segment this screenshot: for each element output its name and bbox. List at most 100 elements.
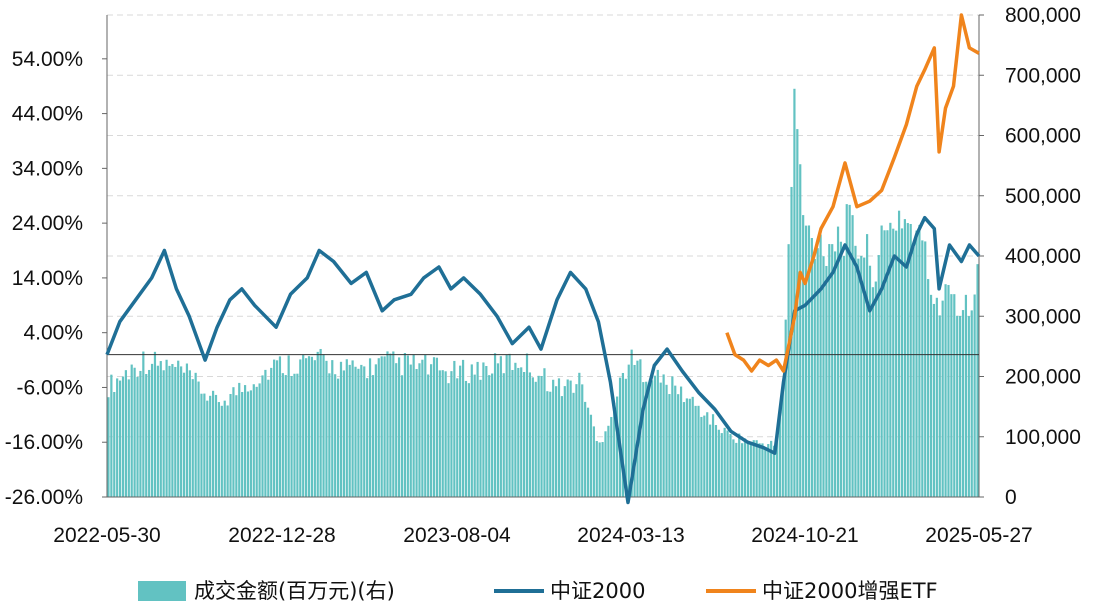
volume-bar: [656, 369, 659, 497]
volume-bar: [918, 224, 921, 497]
right-tick-label: 200,000: [1005, 366, 1081, 389]
volume-bar: [842, 255, 845, 497]
volume-bar: [924, 241, 927, 497]
volume-bar: [950, 294, 953, 497]
volume-bar: [714, 425, 718, 497]
volume-bar: [133, 367, 136, 497]
volume-bar: [302, 354, 305, 497]
volume-bar: [491, 373, 494, 497]
volume-bar: [592, 426, 595, 497]
volume-bar: [165, 359, 168, 497]
volume-bar: [307, 356, 311, 497]
volume-bar: [610, 417, 613, 497]
volume-bar: [839, 241, 843, 497]
x-tick-label: 2024-10-21: [751, 524, 858, 547]
volume-bar: [607, 425, 610, 497]
volume-bar: [124, 370, 127, 497]
volume-bar: [197, 381, 200, 497]
volume-bar: [267, 379, 270, 497]
volume-bar: [647, 383, 651, 497]
volume-bar: [746, 442, 750, 497]
volume-bar: [645, 381, 648, 497]
volume-bar: [305, 358, 308, 497]
x-tick-label: 2022-05-30: [53, 524, 160, 547]
volume-bar: [621, 372, 625, 497]
volume-bar: [749, 441, 752, 497]
volume-bar: [525, 353, 529, 497]
volume-bar: [764, 448, 767, 497]
volume-bar: [145, 374, 148, 497]
volume-bars: [107, 88, 979, 498]
x-tick-label: 2022-12-28: [228, 524, 335, 547]
volume-bar: [336, 378, 340, 497]
volume-bar: [217, 402, 221, 497]
volume-bar: [438, 370, 441, 497]
volume-bar: [584, 401, 587, 497]
volume-bar: [729, 434, 732, 497]
volume-bar: [633, 364, 636, 497]
volume-bar: [444, 371, 447, 497]
volume-bar: [927, 279, 930, 497]
volume-bar: [778, 412, 781, 497]
volume-bar: [563, 386, 566, 497]
volume-bar: [854, 245, 857, 497]
volume-bar: [334, 374, 337, 497]
volume-bar: [897, 210, 901, 497]
volume-bar: [348, 364, 351, 497]
volume-bar: [386, 351, 389, 497]
volume-bar: [406, 355, 409, 497]
volume-bar: [738, 433, 741, 497]
volume-bar: [959, 315, 962, 497]
volume-bar: [781, 388, 784, 497]
volume-bar: [653, 375, 657, 497]
volume-bar: [514, 362, 517, 497]
volume-bar: [116, 378, 119, 497]
volume-bar: [566, 379, 569, 497]
tick-labels: -26.00% -16.00% -6.00% 4.00% 14.00% 24.00% 34.…: [5, 4, 1081, 547]
volume-bar: [575, 384, 578, 497]
volume-bar: [331, 360, 334, 497]
volume-bar: [461, 359, 465, 497]
right-tick-label: 400,000: [1005, 245, 1081, 268]
volume-bar: [685, 398, 688, 497]
volume-bar: [118, 380, 122, 497]
volume-bar: [363, 366, 366, 497]
volume-bar: [770, 440, 773, 497]
volume-bar: [627, 364, 630, 497]
volume-bar: [214, 394, 218, 497]
volume-bar: [787, 244, 790, 497]
volume-bar: [845, 204, 848, 497]
volume-bar: [162, 370, 165, 497]
volume-bar: [900, 228, 904, 497]
volume-bar: [630, 349, 633, 497]
volume-bar: [732, 439, 735, 497]
volume-bar: [929, 294, 933, 497]
volume-bar: [194, 372, 197, 497]
left-tick-label: -6.00%: [16, 376, 83, 399]
right-tick-label: 0: [1005, 486, 1017, 509]
volume-bar: [557, 378, 561, 497]
volume-bar: [502, 373, 505, 497]
legend-label-csi2000: 中证2000: [550, 579, 645, 603]
left-tick-label: -26.00%: [5, 486, 83, 509]
volume-bar: [953, 294, 956, 497]
volume-bar: [589, 414, 593, 497]
volume-bar: [796, 129, 799, 497]
x-tick-label: 2025-05-27: [925, 524, 1032, 547]
volume-bar: [322, 354, 325, 497]
volume-bar: [741, 443, 744, 497]
volume-bar: [674, 385, 677, 497]
volume-bar: [284, 375, 287, 497]
volume-bar: [578, 372, 581, 497]
volume-bar: [956, 315, 959, 497]
volume-bar: [543, 368, 546, 497]
legend-label-volume: 成交金额(百万元)(右): [194, 579, 395, 603]
left-tick-label: 24.00%: [12, 212, 83, 235]
volume-bar: [775, 434, 779, 497]
volume-bar: [499, 356, 502, 497]
volume-bar: [354, 366, 357, 497]
volume-bar: [383, 356, 386, 497]
volume-bar: [360, 364, 363, 497]
volume-bar: [961, 310, 965, 497]
